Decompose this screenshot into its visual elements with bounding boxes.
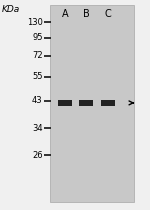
Text: 130: 130 (27, 18, 43, 26)
Bar (50, 5, 134, 202)
Text: KDa: KDa (2, 5, 20, 14)
Text: 95: 95 (32, 33, 43, 42)
Text: 55: 55 (32, 72, 43, 81)
Bar (79, 100, 93, 106)
Text: 34: 34 (32, 124, 43, 133)
Text: 43: 43 (32, 96, 43, 105)
Text: A: A (62, 9, 69, 20)
Text: B: B (83, 9, 90, 20)
Text: C: C (105, 9, 111, 20)
Bar (101, 100, 115, 106)
Text: 26: 26 (32, 151, 43, 160)
Text: 72: 72 (32, 51, 43, 60)
Bar (58, 100, 72, 106)
